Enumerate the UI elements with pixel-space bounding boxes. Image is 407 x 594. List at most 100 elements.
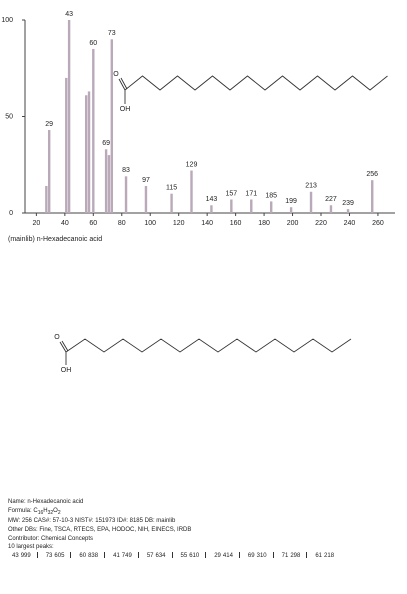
element: O	[53, 507, 58, 514]
structure: O OH	[113, 71, 388, 113]
peak	[110, 39, 114, 213]
peak-label: 185	[265, 192, 277, 199]
peak	[124, 176, 128, 213]
element: C	[33, 507, 38, 514]
peak	[210, 205, 213, 213]
peak	[87, 91, 91, 213]
x-tick-label: 20	[32, 220, 40, 227]
peak-abundance: 999	[20, 552, 31, 559]
structure: O OH	[54, 334, 352, 374]
element-count: 16	[37, 509, 44, 516]
peak	[269, 201, 273, 213]
element-count: 2	[57, 509, 61, 516]
double-bond	[61, 340, 69, 352]
peak-label: 73	[108, 30, 116, 37]
x-tick-label: 180	[258, 220, 270, 227]
peak	[65, 77, 68, 214]
separator	[205, 552, 207, 559]
element-count: 32	[47, 509, 54, 516]
peak-abundance: 298	[290, 552, 301, 559]
chain	[65, 338, 352, 353]
y-tick-label: 50	[5, 113, 13, 120]
peak	[84, 95, 88, 213]
other-dbs: Other DBs: Fine, TSCA, RTECS, EPA, HODOC…	[8, 526, 192, 533]
peak-mz: 55	[180, 552, 188, 559]
peaks-title: 10 largest peaks:	[8, 544, 54, 551]
contributor: Contributor: Chemical Concepts	[8, 535, 94, 542]
x-tick-label: 240	[344, 220, 356, 227]
peak	[45, 185, 48, 213]
x-tick-label: 100	[144, 220, 156, 227]
atom-label: O	[54, 334, 60, 341]
peak-abundance: 310	[256, 552, 267, 559]
peak-label: 97	[142, 177, 150, 184]
peak-label: 239	[342, 200, 354, 207]
peak	[190, 170, 193, 213]
peak-mz: 43	[12, 552, 19, 559]
peak-abundance: 605	[54, 552, 65, 559]
chain	[124, 75, 388, 91]
y-tick-label: 0	[9, 210, 13, 217]
peak	[329, 205, 333, 213]
peak-label: 29	[45, 121, 53, 128]
peak-mz: 41	[113, 552, 120, 559]
peak-mz: 29	[214, 552, 221, 559]
peak-abundance: 838	[88, 552, 99, 559]
x-tick-label: 120	[173, 220, 185, 227]
peaks: 43 999 73 605 60 838 41 749 57 634 55 610 29 414 69 310…	[8, 552, 403, 561]
separator	[70, 552, 72, 559]
separator	[272, 552, 274, 559]
x-tick-label: 160	[230, 220, 242, 227]
peak-mz: 71	[281, 552, 289, 559]
spectrum: (mainlib) n-Hexadecanoic acid 0 50 100 20 40…	[1, 11, 395, 374]
atom-label: OH	[120, 106, 131, 113]
peak-label: 227	[325, 196, 337, 203]
element: H	[43, 507, 48, 514]
peak-label: 129	[186, 161, 198, 168]
peak-abundance: 414	[222, 552, 233, 559]
peak-mz: 60	[79, 552, 87, 559]
peak	[289, 207, 293, 213]
peak-mz: 73	[45, 552, 53, 559]
compound-info: Name: n-Hexadecanoic acid Formula: C16H3…	[8, 498, 403, 560]
formula-label: Formula:	[8, 507, 32, 514]
peak	[170, 193, 173, 213]
x-axis-label: (mainlib) n-Hexadecanoic acid	[8, 236, 102, 243]
peak-label: 60	[89, 40, 97, 47]
peak-label: 171	[245, 190, 257, 197]
x-tick-label: 140	[201, 220, 213, 227]
separator	[104, 552, 106, 559]
peak-abundance: 218	[324, 552, 335, 559]
peak-label: 199	[285, 198, 297, 205]
peak	[92, 48, 95, 214]
x-tick-label: 40	[61, 220, 69, 227]
peak-mz: 57	[146, 552, 154, 559]
separator	[306, 552, 308, 559]
y-tick-label: 100	[1, 17, 13, 24]
double-bond	[59, 341, 67, 353]
atom-label: OH	[61, 367, 72, 374]
peak-label: 157	[226, 190, 238, 197]
atom-label: O	[113, 71, 119, 78]
peak-abundance: 749	[121, 552, 132, 559]
double-bond	[120, 77, 128, 90]
peak	[47, 130, 51, 213]
peak-abundance: 634	[155, 552, 166, 559]
peak-mz: 69	[247, 552, 255, 559]
x-tick-label: 80	[118, 220, 126, 227]
x-tick-label: 60	[89, 220, 97, 227]
name: Name: n-Hexadecanoic acid	[8, 499, 84, 505]
x-tick-label: 200	[287, 220, 299, 227]
peak-label: 69	[102, 140, 110, 147]
peak	[371, 180, 374, 213]
peak	[250, 199, 253, 213]
peak-label: 115	[166, 185, 177, 192]
separator	[137, 552, 139, 559]
peak	[230, 199, 233, 213]
peak	[104, 149, 108, 213]
mw: MW: 256 CAS#: 57-10-3 NIST#: 151973 ID#:…	[8, 518, 176, 525]
x-tick-label: 260	[372, 220, 384, 227]
double-bond	[118, 78, 126, 91]
separator	[36, 552, 38, 559]
